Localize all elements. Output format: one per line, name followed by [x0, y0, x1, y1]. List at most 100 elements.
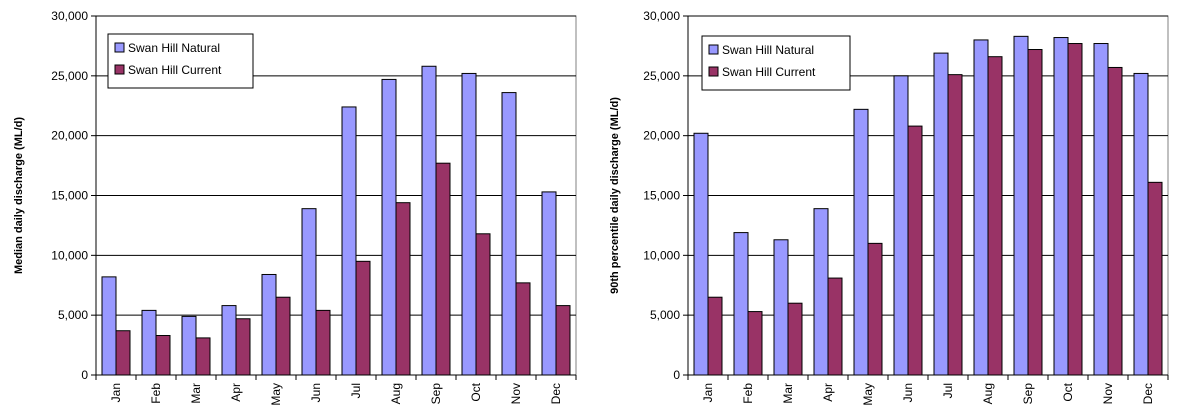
y-tick-label: 10,000 [51, 248, 88, 262]
bar-swan-hill-current-oct [475, 233, 491, 376]
bar-swan-hill-natural-apr [221, 305, 237, 376]
bar-swan-hill-natural-mar [181, 315, 197, 376]
y-axis-label: Median daily discharge (ML/d) [13, 117, 25, 274]
percentile-discharge-chart: 0 5,000 10,000 15,000 20,000 25,000 30,000 Jan F… [590, 0, 1179, 414]
bar-swan-hill-current-feb [747, 311, 763, 376]
bar-swan-hill-current-jul [355, 260, 371, 376]
x-tick-label: Oct [1061, 382, 1075, 401]
x-tick-label: May [861, 383, 875, 406]
bar-swan-hill-current-apr [827, 277, 843, 376]
bar-swan-hill-natural-nov [1093, 43, 1109, 376]
bar-swan-hill-current-may [275, 296, 291, 376]
legend-label-swan-hill-natural: Swan Hill Natural [128, 41, 220, 55]
x-tick-label: Jan [701, 383, 715, 402]
median-discharge-chart: 0 5,000 10,000 15,000 20,000 25,000 30,000 Jan F… [0, 0, 590, 414]
y-tick-label: 30,000 [643, 9, 680, 23]
bar-swan-hill-natural-aug [973, 39, 989, 376]
bar-swan-hill-current-sep [435, 162, 451, 376]
x-tick-label: Nov [509, 383, 523, 404]
y-tick-label: 5,000 [58, 308, 88, 322]
y-tick-label: 5,000 [650, 308, 680, 322]
bar-swan-hill-natural-mar [773, 239, 789, 376]
x-tick-label: Dec [1141, 383, 1155, 404]
x-tick-label: Apr [821, 383, 835, 402]
legend-swatch-swan-hill-natural [114, 42, 125, 53]
x-tick-label: Aug [389, 383, 403, 404]
bar-swan-hill-current-mar [195, 337, 211, 376]
y-tick-label: 20,000 [643, 129, 680, 143]
x-tick-label: Oct [469, 382, 483, 401]
legend: Swan Hill Natural Swan Hill Current [107, 33, 254, 89]
x-tick-label: Jun [901, 383, 915, 402]
x-tick-label: Nov [1101, 383, 1115, 404]
legend: Swan Hill Natural Swan Hill Current [701, 35, 851, 91]
bar-swan-hill-natural-feb [141, 309, 157, 376]
bar-swan-hill-natural-feb [733, 232, 749, 376]
y-tick-label: 15,000 [643, 189, 680, 203]
y-tick-label: 0 [673, 368, 680, 382]
percentile-discharge-chart-svg: 0 5,000 10,000 15,000 20,000 25,000 30,000 Jan F… [609, 9, 1169, 406]
bar-swan-hill-natural-oct [1053, 37, 1069, 376]
bar-swan-hill-natural-jan [101, 276, 117, 376]
y-axis-label: 90th percentile daily discharge (ML/d) [609, 97, 621, 294]
bar-swan-hill-natural-may [261, 273, 277, 376]
bar-swan-hill-current-aug [987, 56, 1003, 376]
x-tick-label: Sep [1021, 383, 1035, 405]
bar-swan-hill-current-nov [1107, 66, 1123, 376]
bar-swan-hill-current-jan [115, 330, 131, 376]
bar-swan-hill-natural-dec [541, 191, 557, 376]
median-discharge-chart-svg: 0 5,000 10,000 15,000 20,000 25,000 30,000 Jan F… [13, 9, 577, 406]
y-tick-label: 10,000 [643, 248, 680, 262]
bar-swan-hill-current-sep [1027, 49, 1043, 376]
bar-swan-hill-current-aug [395, 202, 411, 376]
bar-swan-hill-current-nov [515, 282, 531, 376]
x-tick-label: Jul [349, 383, 363, 398]
legend-box [701, 35, 851, 91]
x-tick-label: Apr [229, 383, 243, 402]
x-tick-label: Dec [549, 383, 563, 404]
legend-label-swan-hill-natural: Swan Hill Natural [722, 43, 814, 57]
x-tick-label: Feb [741, 383, 755, 404]
bar-swan-hill-natural-dec [1133, 72, 1149, 376]
bar-swan-hill-natural-jun [893, 75, 909, 376]
bar-swan-hill-current-mar [787, 302, 803, 376]
y-tick-label: 20,000 [51, 129, 88, 143]
bar-swan-hill-natural-jul [933, 52, 949, 376]
bar-swan-hill-current-jul [947, 74, 963, 376]
x-tick-label: Sep [429, 383, 443, 405]
bar-swan-hill-current-apr [235, 318, 251, 376]
x-tick-label: Mar [781, 383, 795, 404]
y-tick-label: 25,000 [51, 69, 88, 83]
y-tick-label: 25,000 [643, 69, 680, 83]
y-tick-label: 0 [81, 368, 88, 382]
x-tick-label: Jan [109, 383, 123, 402]
bar-swan-hill-natural-aug [381, 78, 397, 376]
bar-swan-hill-natural-sep [421, 65, 437, 376]
legend-swatch-swan-hill-current [708, 66, 719, 77]
bar-swan-hill-natural-jun [301, 208, 317, 376]
y-tick-label: 30,000 [51, 9, 88, 23]
x-tick-label: Jul [941, 383, 955, 398]
bar-swan-hill-natural-apr [813, 208, 829, 376]
legend-swatch-swan-hill-natural [708, 44, 719, 55]
bar-swan-hill-current-jun [907, 125, 923, 376]
bar-swan-hill-current-jan [707, 296, 723, 376]
x-tick-label: Feb [149, 383, 163, 404]
x-tick-label: May [269, 383, 283, 406]
legend-label-swan-hill-current: Swan Hill Current [128, 63, 222, 77]
bar-swan-hill-current-feb [155, 335, 171, 376]
legend-swatch-swan-hill-current [114, 64, 125, 75]
legend-label-swan-hill-current: Swan Hill Current [722, 65, 816, 79]
y-tick-label: 15,000 [51, 189, 88, 203]
bar-swan-hill-current-dec [1147, 181, 1163, 376]
bar-swan-hill-natural-oct [461, 72, 477, 376]
bar-swan-hill-natural-jan [693, 132, 709, 376]
bar-swan-hill-natural-jul [341, 106, 357, 376]
legend-box [107, 33, 254, 89]
x-tick-label: Aug [981, 383, 995, 404]
bar-swan-hill-current-may [867, 242, 883, 376]
bar-swan-hill-natural-may [853, 108, 869, 376]
bar-swan-hill-natural-sep [1013, 35, 1029, 376]
bar-swan-hill-natural-nov [501, 92, 517, 376]
bar-swan-hill-current-oct [1067, 43, 1083, 376]
